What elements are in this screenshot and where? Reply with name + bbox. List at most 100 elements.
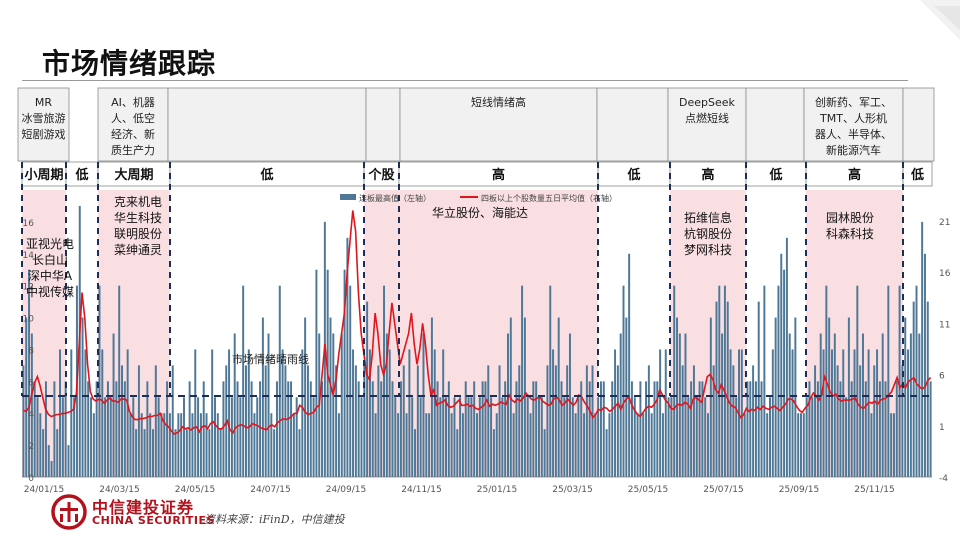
bar xyxy=(214,397,216,477)
x-axis-tick-label: 24/03/15 xyxy=(99,485,139,495)
bar xyxy=(707,413,710,477)
bar xyxy=(814,365,817,477)
bar xyxy=(850,381,853,477)
bar xyxy=(695,397,698,477)
phase-cell xyxy=(597,161,671,187)
x-axis-tick-label: 24/11/15 xyxy=(401,485,441,495)
bar xyxy=(439,397,442,477)
bar xyxy=(580,381,583,477)
bar xyxy=(557,317,560,477)
bar xyxy=(715,301,718,477)
bar xyxy=(619,333,622,477)
theme-box xyxy=(803,87,904,162)
bar xyxy=(101,349,104,477)
bar xyxy=(664,349,667,477)
phase-label: 低 xyxy=(910,167,924,183)
bar xyxy=(197,397,200,477)
phase-cell xyxy=(65,161,99,187)
bar xyxy=(892,413,895,477)
bar xyxy=(447,381,450,477)
theme-box xyxy=(745,87,805,162)
phase-label: 低 xyxy=(626,167,640,183)
bar xyxy=(898,285,901,477)
left-axis-tick-label: 16 xyxy=(23,219,35,229)
bar xyxy=(732,365,735,477)
bar xyxy=(501,397,504,477)
bar xyxy=(174,429,177,477)
bar xyxy=(543,429,546,477)
bar xyxy=(464,381,467,477)
bar xyxy=(504,381,507,477)
bar xyxy=(371,381,374,477)
bar xyxy=(118,285,121,477)
bar xyxy=(247,349,250,477)
bar xyxy=(878,381,881,477)
legend-line-label: 四板以上个股数量五日平均值（右轴） xyxy=(481,193,617,203)
bar xyxy=(692,365,695,477)
bar xyxy=(633,397,636,477)
bar xyxy=(180,413,183,477)
bar xyxy=(822,349,825,477)
bar xyxy=(428,413,431,477)
bar xyxy=(698,381,701,477)
bar xyxy=(177,413,180,477)
bar xyxy=(560,381,563,477)
bar xyxy=(157,397,160,477)
bar xyxy=(414,429,417,477)
theme-label: MR 冰雪旅游短剧游戏 xyxy=(22,96,66,141)
phase-cell xyxy=(398,161,599,187)
phase-cell xyxy=(669,161,747,187)
bar xyxy=(273,429,276,477)
bar xyxy=(121,365,124,477)
bar xyxy=(205,413,208,477)
right-axis-tick-label: -4 xyxy=(939,474,948,484)
bar xyxy=(856,285,859,477)
bar xyxy=(149,413,152,477)
phase-cell xyxy=(97,161,171,187)
bar xyxy=(495,413,498,477)
bar xyxy=(70,349,73,477)
bar xyxy=(183,397,185,477)
bar xyxy=(743,413,746,477)
bar xyxy=(845,397,848,477)
phase-cell xyxy=(363,161,400,187)
bar xyxy=(453,397,456,477)
bar xyxy=(763,285,766,477)
theme-box xyxy=(399,87,598,162)
left-axis-tick-label: 0 xyxy=(28,474,34,484)
bar xyxy=(777,285,780,477)
bar xyxy=(321,381,324,477)
x-axis-tick-label: 25/07/15 xyxy=(703,485,743,495)
bar xyxy=(481,381,484,477)
bar xyxy=(64,381,67,477)
right-axis-tick-label: 16 xyxy=(939,269,951,279)
bar xyxy=(583,413,586,477)
bar xyxy=(591,365,594,477)
bar xyxy=(50,461,53,477)
bar xyxy=(729,349,732,477)
left-axis-tick-label: 2 xyxy=(28,442,34,452)
bar xyxy=(571,397,574,477)
bar xyxy=(185,429,188,477)
bar xyxy=(712,365,715,477)
phase-label: 个股 xyxy=(367,167,394,183)
bar xyxy=(90,397,93,477)
bar xyxy=(219,429,222,477)
bar xyxy=(478,397,481,477)
theme-box xyxy=(596,87,669,162)
bar xyxy=(284,365,287,477)
bar xyxy=(808,381,811,477)
bar xyxy=(368,349,371,477)
phase-cell xyxy=(745,161,807,187)
bar xyxy=(599,381,602,477)
bar xyxy=(701,381,704,477)
bar xyxy=(295,397,298,477)
phase-cell xyxy=(21,161,67,187)
bar xyxy=(915,285,918,477)
phase-stocks: 克来机电华生科技联明股份菜绅通灵 xyxy=(114,195,162,257)
bar xyxy=(867,349,870,477)
left-axis-tick-label: 14 xyxy=(23,251,35,261)
bar xyxy=(115,381,118,477)
bar xyxy=(760,381,763,477)
bar xyxy=(467,397,470,477)
